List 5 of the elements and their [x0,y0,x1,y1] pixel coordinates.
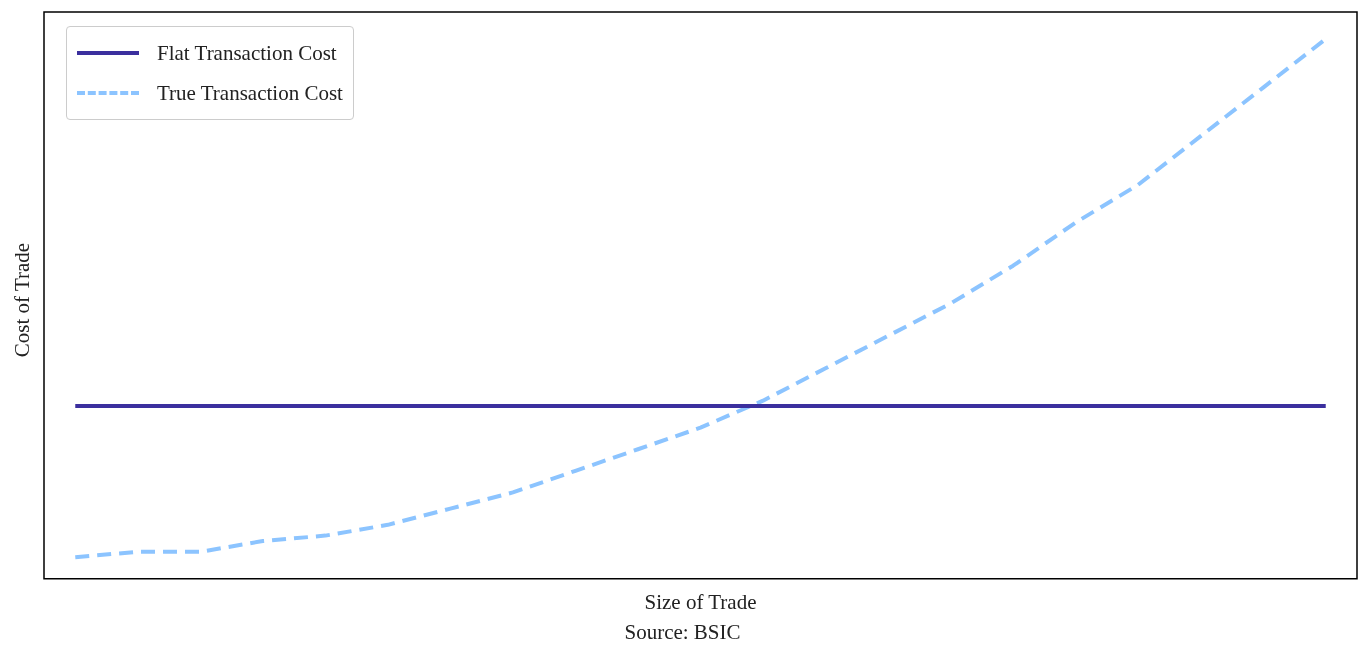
y-axis-title: Cost of Trade [9,242,35,358]
source-note: Source: BSIC [623,620,742,645]
legend-label: True Transaction Cost [157,80,343,106]
x-axis-title: Size of Trade [644,589,757,614]
legend-label: Flat Transaction Cost [157,40,337,66]
